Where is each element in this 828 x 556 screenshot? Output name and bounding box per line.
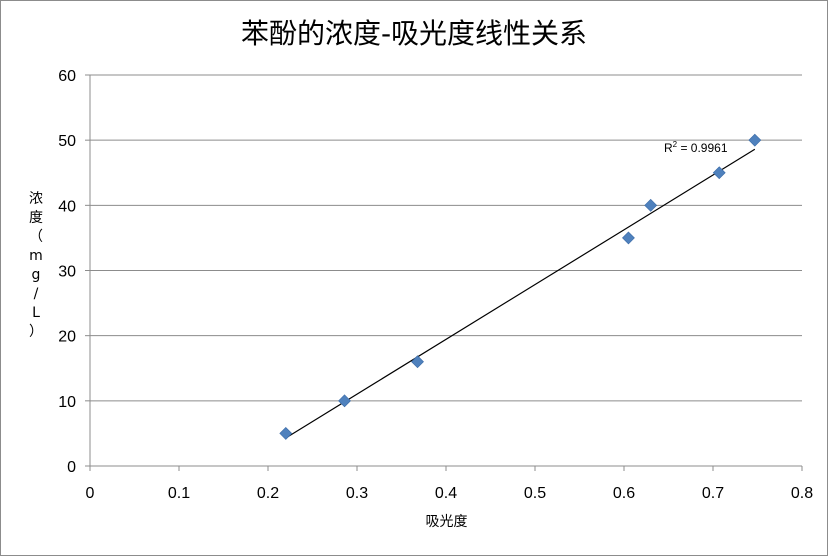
chart-title: 苯酚的浓度-吸光度线性关系 xyxy=(240,17,588,50)
tick-labels: 0 10 20 30 40 50 60 0 0.1 0.2 0.3 0.4 0.5 0.6 0.7 0.8 xyxy=(58,68,813,502)
y-axis-title-char: 浓 xyxy=(29,191,43,207)
data-point xyxy=(411,355,424,369)
y-axis-title-char: （ xyxy=(29,229,43,245)
data-point xyxy=(644,198,658,212)
data-point xyxy=(338,394,351,408)
x-tick-label: 0.4 xyxy=(435,485,457,502)
x-tick-label: 0.3 xyxy=(346,485,368,502)
data-point xyxy=(622,231,635,245)
y-axis-title-char: / xyxy=(33,286,39,302)
x-tick-label: 0.2 xyxy=(257,485,279,502)
y-tick-label: 0 xyxy=(67,459,76,476)
r-squared-label: R2 = 0.9961 xyxy=(664,140,728,155)
trendline xyxy=(285,148,756,439)
y-axis-title-char: m xyxy=(29,248,43,264)
y-tick-label: 10 xyxy=(58,394,76,411)
axes xyxy=(85,74,803,471)
y-tick-label: 50 xyxy=(58,133,76,150)
data-point xyxy=(712,166,726,180)
y-tick-label: 20 xyxy=(58,329,76,346)
data-point xyxy=(279,426,293,440)
trendline-layer xyxy=(285,148,756,439)
y-axis-title-char: 度 xyxy=(29,210,43,226)
x-tick-label: 0.1 xyxy=(168,485,190,502)
y-tick-label: 30 xyxy=(58,264,76,281)
y-axis-title-char: ） xyxy=(29,324,43,340)
x-tick-label: 0 xyxy=(86,485,95,502)
y-axis-title-char: L xyxy=(32,305,40,321)
y-axis-title-char: g xyxy=(31,267,41,283)
y-tick-label: 60 xyxy=(58,68,76,85)
x-tick-label: 0.7 xyxy=(702,485,724,502)
data-point xyxy=(748,133,762,147)
x-tick-label: 0.5 xyxy=(524,485,546,502)
y-axis-title: 浓度 （ m g / L ） xyxy=(25,190,47,342)
x-axis-title: 吸光度 xyxy=(425,514,468,530)
data-points xyxy=(279,133,762,440)
gridlines xyxy=(90,74,802,402)
x-tick-label: 0.6 xyxy=(613,485,635,502)
x-tick-label: 0.8 xyxy=(791,485,813,502)
y-tick-label: 40 xyxy=(58,198,76,215)
